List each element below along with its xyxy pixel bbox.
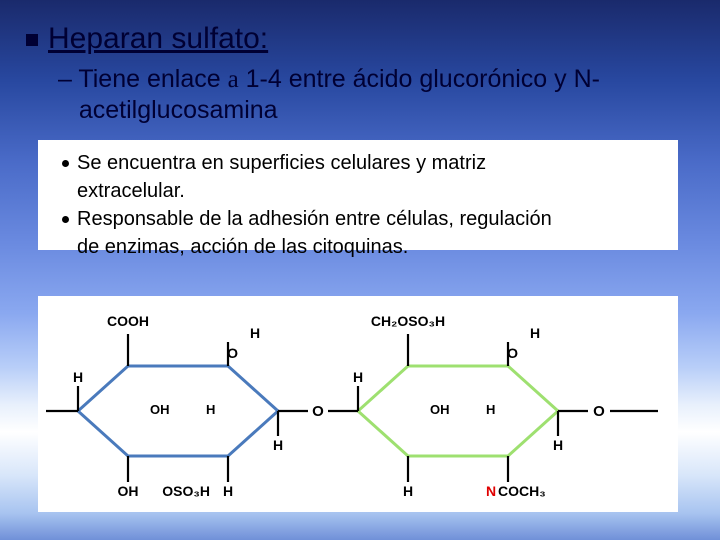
- right-ring: [358, 366, 558, 456]
- info-row-2b: de enzimas, acción de las citoquinas.: [77, 234, 664, 260]
- right-tl: H: [353, 369, 363, 385]
- sub-text-3: acetilglucosamina: [79, 96, 278, 124]
- left-right-sub: H: [273, 437, 283, 453]
- info-line2: Responsable de la adhesión entre células…: [77, 208, 552, 230]
- dash: –: [58, 65, 72, 93]
- left-top: COOH: [107, 313, 149, 329]
- info-row-1b: extracelular.: [77, 178, 664, 204]
- right-bl-h: H: [403, 483, 413, 499]
- left-bl: OH: [118, 483, 139, 499]
- link-o: O: [312, 403, 324, 420]
- sub-text-2: 1-4 entre ácido glucorónico y N-: [239, 65, 600, 93]
- bullet-icon: [26, 34, 38, 46]
- left-br: H: [223, 483, 233, 499]
- left-ring: [78, 366, 278, 456]
- right-right-sub: H: [553, 437, 563, 453]
- title-text: Heparan sulfato:: [48, 22, 268, 55]
- left-o: O: [227, 345, 238, 361]
- info-line2b: de enzimas, acción de las citoquinas.: [77, 236, 408, 258]
- right-coch3: COCH₃: [498, 483, 546, 499]
- right-o: O: [507, 345, 518, 361]
- info-row-2: Responsable de la adhesión entre células…: [62, 206, 664, 232]
- left-bottom: OSO₃H: [162, 483, 210, 499]
- right-inner-oh: OH: [430, 402, 450, 417]
- chemical-diagram: COOH O H H OH H OH H H OSO₃H O CH₂OSO₃H …: [38, 296, 678, 512]
- left-tr: H: [250, 325, 260, 341]
- right-tr: H: [530, 325, 540, 341]
- sub-text-1: Tiene enlace: [78, 65, 227, 93]
- right-link-o: O: [593, 403, 605, 420]
- labels: COOH O H H OH H OH H H OSO₃H O CH₂OSO₃H …: [73, 313, 605, 499]
- dot-icon: [62, 216, 69, 223]
- right-inner-h: H: [486, 402, 495, 417]
- diagram-svg: COOH O H H OH H OH H H OSO₃H O CH₂OSO₃H …: [38, 296, 678, 512]
- bonds: [46, 334, 658, 482]
- info-box: Se encuentra en superficies celulares y …: [38, 140, 678, 250]
- subtitle: – Tiene enlace a 1-4 entre ácido glucoró…: [58, 64, 698, 127]
- left-tl: H: [73, 369, 83, 385]
- right-top: CH₂OSO₃H: [371, 313, 445, 329]
- info-line1: Se encuentra en superficies celulares y …: [77, 152, 486, 174]
- left-inner-oh: OH: [150, 402, 170, 417]
- left-inner-h: H: [206, 402, 215, 417]
- right-n: N: [486, 483, 496, 499]
- info-line1b: extracelular.: [77, 180, 185, 202]
- alpha-symbol: a: [228, 66, 239, 93]
- title-line: Heparan sulfato:: [26, 22, 268, 56]
- dot-icon: [62, 160, 69, 167]
- info-row-1: Se encuentra en superficies celulares y …: [62, 150, 664, 176]
